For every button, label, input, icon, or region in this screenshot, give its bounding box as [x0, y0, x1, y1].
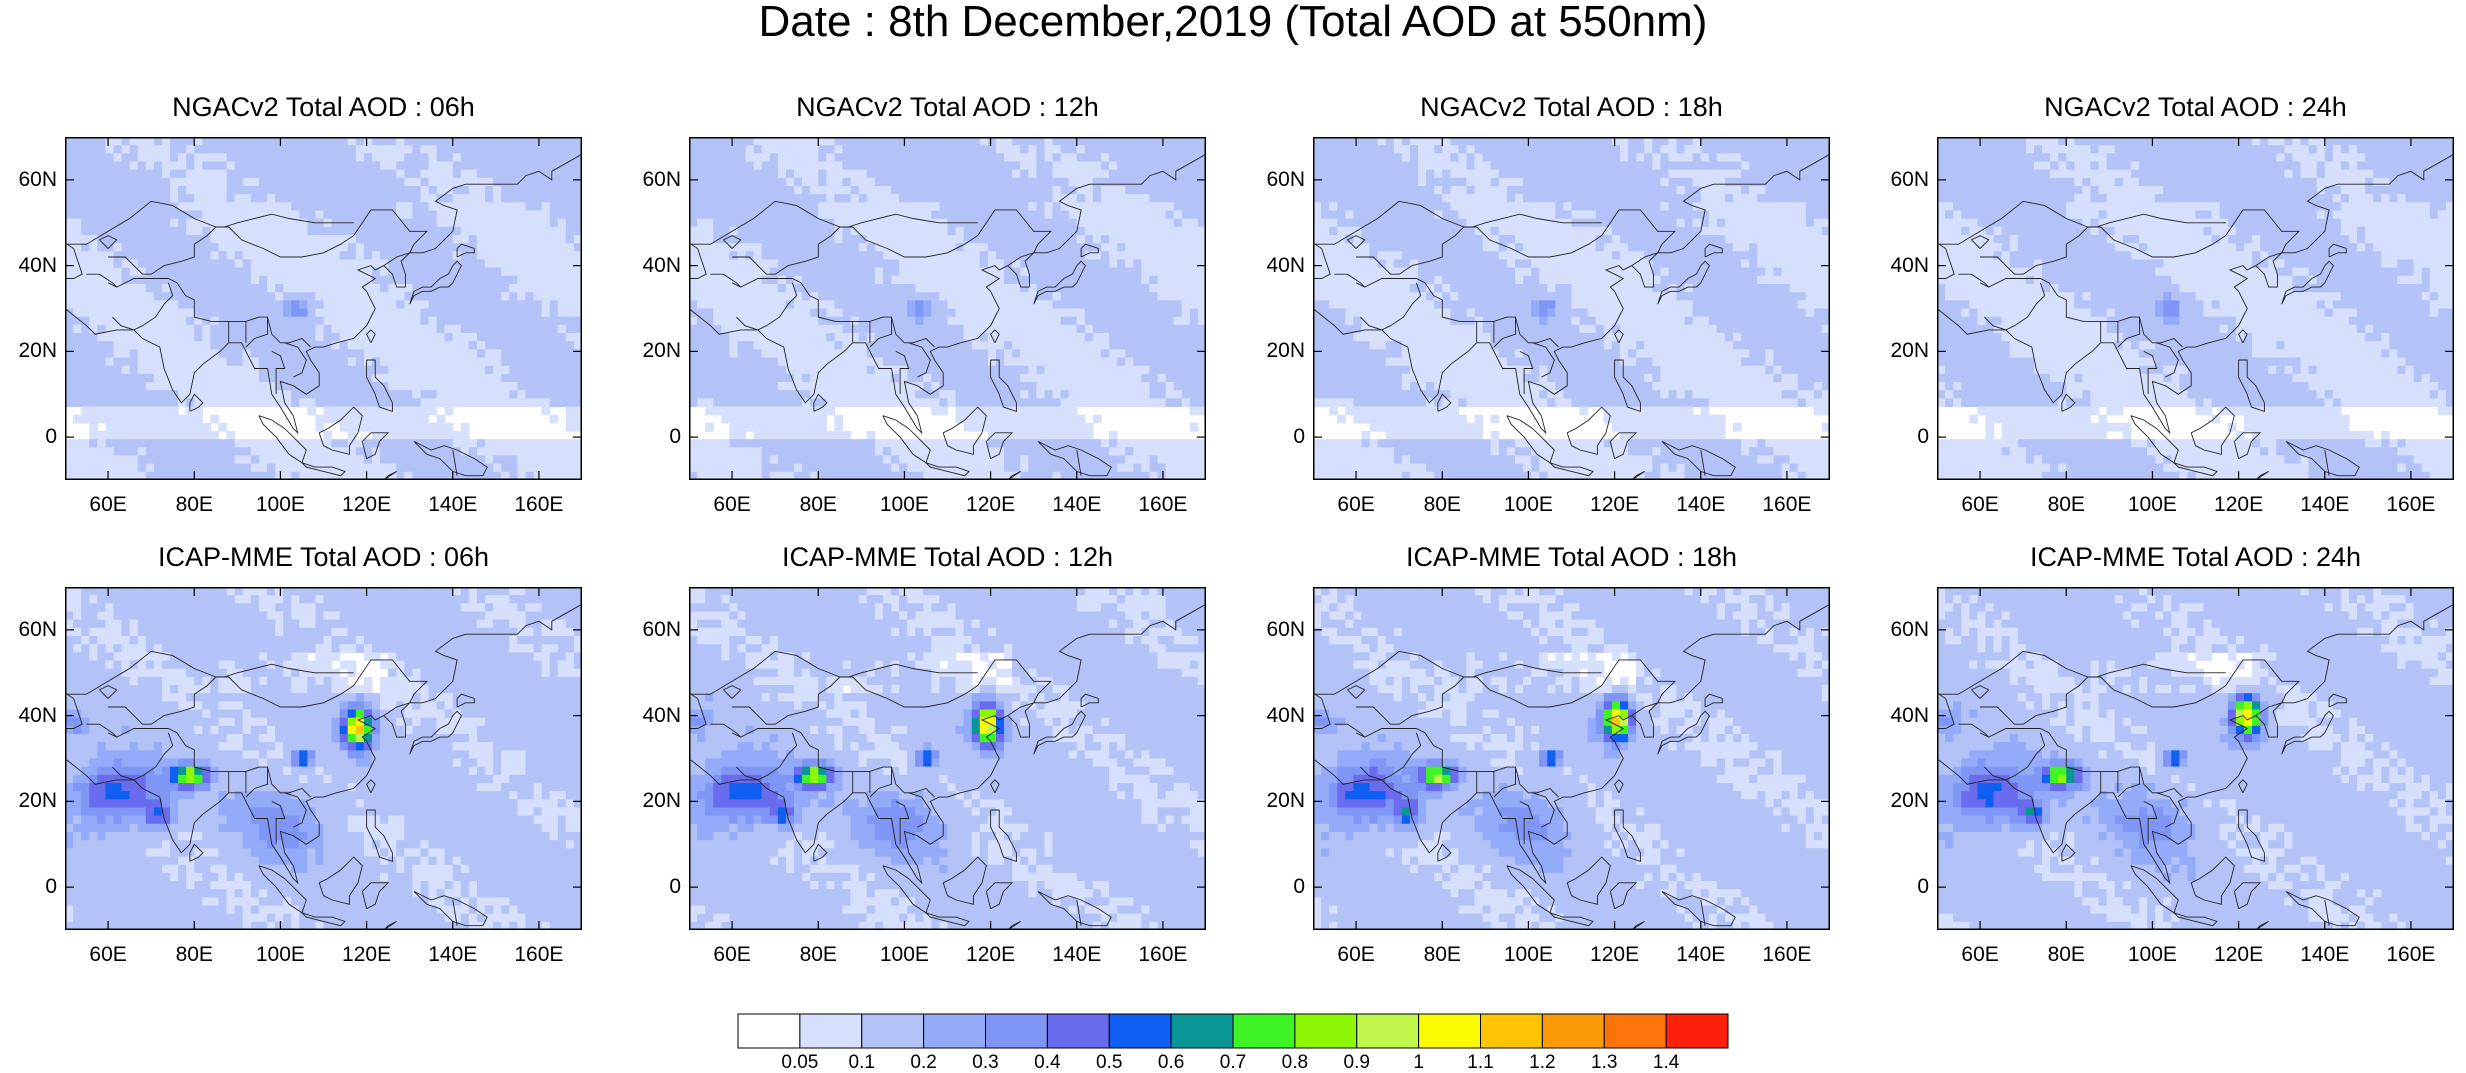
colorbar-swatch — [1109, 1014, 1171, 1048]
colorbar-label: 1.4 — [1636, 1053, 1696, 1073]
colorbar-label: 0.9 — [1327, 1053, 1387, 1073]
colorbar-label: 0.8 — [1265, 1053, 1325, 1073]
colorbar-label: 0.4 — [1017, 1053, 1077, 1073]
colorbar-swatch — [1233, 1014, 1295, 1048]
colorbar-label: 1.2 — [1512, 1053, 1572, 1073]
colorbar-label: 0.6 — [1141, 1053, 1201, 1073]
colorbar-label: 1 — [1389, 1053, 1449, 1073]
colorbar-swatch — [1047, 1014, 1109, 1048]
colorbar-swatch — [1419, 1014, 1481, 1048]
colorbar-swatch — [1604, 1014, 1666, 1048]
colorbar-swatch — [738, 1014, 800, 1048]
colorbar-label: 1.3 — [1574, 1053, 1634, 1073]
colorbar-swatch — [1542, 1014, 1604, 1048]
colorbar-swatch — [800, 1014, 862, 1048]
colorbar-swatch — [1171, 1014, 1233, 1048]
colorbar-swatch — [924, 1014, 986, 1048]
colorbar-swatch — [986, 1014, 1048, 1048]
colorbar-swatch — [1666, 1014, 1728, 1048]
colorbar-label: 0.05 — [770, 1053, 830, 1073]
colorbar-label: 0.1 — [832, 1053, 892, 1073]
colorbar-label: 0.3 — [956, 1053, 1016, 1073]
colorbar-swatch — [1357, 1014, 1419, 1048]
colorbar-label: 1.1 — [1451, 1053, 1511, 1073]
colorbar-swatch — [862, 1014, 924, 1048]
colorbar-label: 0.7 — [1203, 1053, 1263, 1073]
colorbar-label: 0.2 — [894, 1053, 954, 1073]
colorbar-swatch — [1481, 1014, 1543, 1048]
colorbar-swatch — [1295, 1014, 1357, 1048]
colorbar-label: 0.5 — [1079, 1053, 1139, 1073]
